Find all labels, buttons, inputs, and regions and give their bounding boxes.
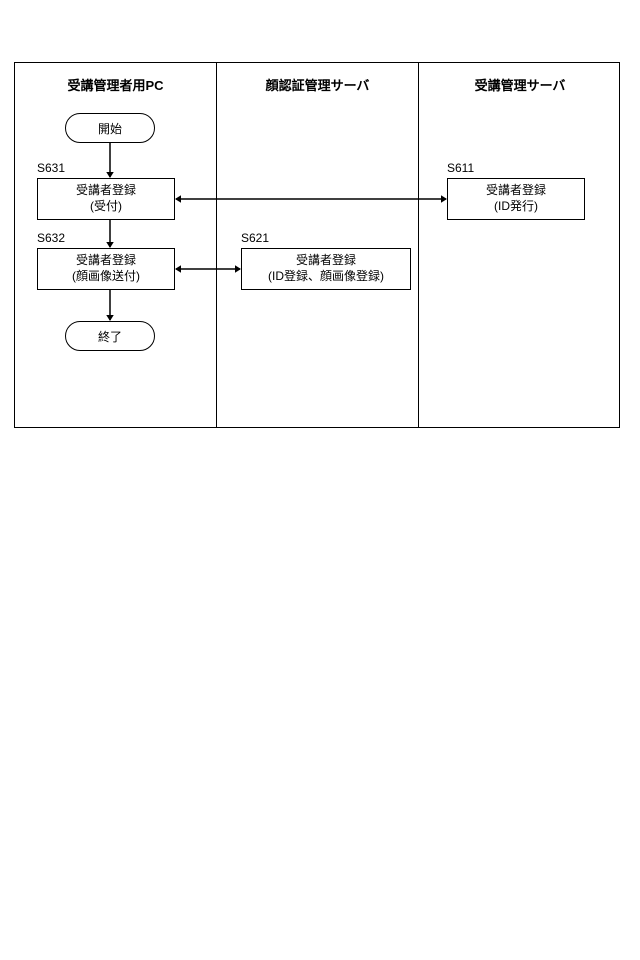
end-label: 終了 xyxy=(98,328,122,345)
start-label: 開始 xyxy=(98,120,122,137)
process-s632-line2: (顔画像送付) xyxy=(72,269,140,285)
process-s621: 受講者登録 (ID登録、顔画像登録) xyxy=(241,248,411,290)
process-s611: 受講者登録 (ID発行) xyxy=(447,178,585,220)
process-s631: 受講者登録 (受付) xyxy=(37,178,175,220)
start-terminal: 開始 xyxy=(65,113,155,143)
flowchart-diagram: 受講管理者用PC 顔認証管理サーバ 受講管理サーバ 開始 S631 受講者登録 … xyxy=(14,62,620,428)
step-label-s611: S611 xyxy=(447,161,474,175)
lane-mgmt: 受講管理サーバ xyxy=(419,63,621,427)
lane-header-pc: 受講管理者用PC xyxy=(15,63,216,94)
step-label-s631: S631 xyxy=(37,161,65,175)
process-s632: 受講者登録 (顔画像送付) xyxy=(37,248,175,290)
step-label-s632: S632 xyxy=(37,231,65,245)
process-s632-line1: 受講者登録 xyxy=(76,253,136,269)
lane-face: 顔認証管理サーバ xyxy=(217,63,419,427)
lane-header-face: 顔認証管理サーバ xyxy=(217,63,418,94)
process-s611-line1: 受講者登録 xyxy=(486,183,546,199)
process-s631-line2: (受付) xyxy=(90,199,122,215)
lane-header-mgmt: 受講管理サーバ xyxy=(419,63,621,94)
process-s631-line1: 受講者登録 xyxy=(76,183,136,199)
step-label-s621: S621 xyxy=(241,231,269,245)
process-s621-line2: (ID登録、顔画像登録) xyxy=(268,269,384,285)
process-s611-line2: (ID発行) xyxy=(494,199,538,215)
end-terminal: 終了 xyxy=(65,321,155,351)
process-s621-line1: 受講者登録 xyxy=(296,253,356,269)
